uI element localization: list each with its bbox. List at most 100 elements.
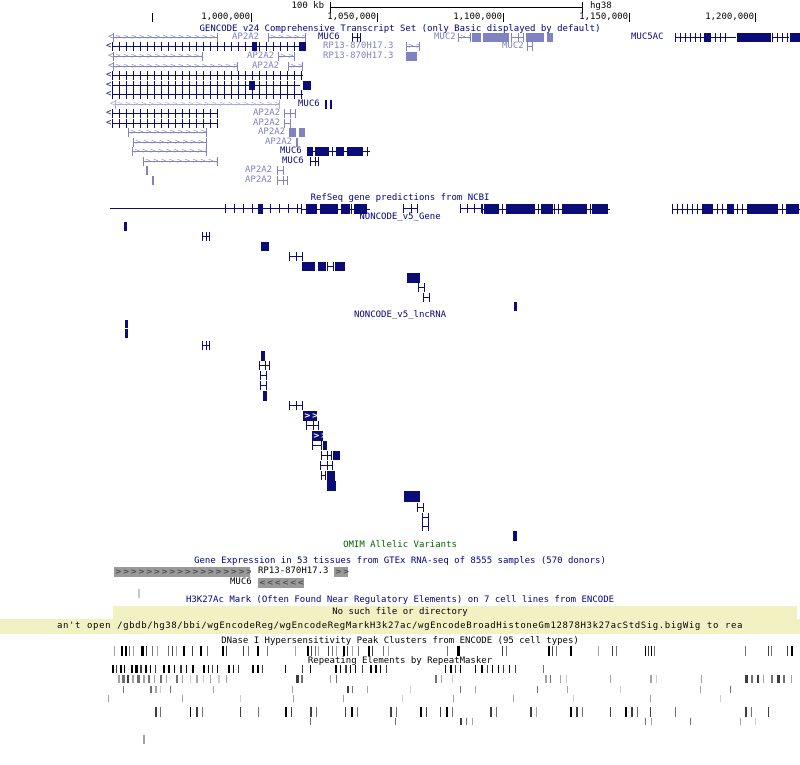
repeat-element[interactable]: [460, 718, 462, 725]
repeat-element[interactable]: [357, 707, 358, 717]
gene-label[interactable]: AP2A2: [245, 165, 273, 175]
exon-box[interactable]: [786, 204, 799, 214]
transcript[interactable]: [675, 33, 727, 42]
gene-bracket[interactable]: [423, 293, 430, 302]
repeat-element[interactable]: [190, 675, 191, 683]
repeat-element[interactable]: [700, 686, 701, 693]
repeat-element[interactable]: [650, 707, 651, 717]
repeat-element[interactable]: [481, 665, 483, 673]
dnase-peak[interactable]: [157, 646, 158, 656]
repeat-element[interactable]: [386, 665, 387, 673]
exon-box[interactable]: [323, 441, 327, 450]
dnase-peak[interactable]: [172, 646, 173, 656]
repeat-element[interactable]: [435, 675, 437, 683]
repeat-element[interactable]: [118, 675, 120, 683]
gene-label[interactable]: AP2A2: [253, 118, 281, 128]
exon-box[interactable]: [333, 451, 340, 460]
repeat-element[interactable]: [791, 675, 792, 683]
repeat-element[interactable]: [345, 707, 346, 717]
repeat-element[interactable]: [292, 686, 293, 693]
exon-box[interactable]: [342, 204, 350, 214]
dnase-peak[interactable]: [447, 646, 448, 656]
repeat-element[interactable]: [116, 665, 117, 673]
transcript-arrows[interactable]: >>>: [406, 42, 420, 51]
exon-box[interactable]: [261, 242, 269, 251]
dnase-peak[interactable]: [506, 646, 507, 656]
dnase-peak[interactable]: [328, 646, 329, 656]
gene-bracket[interactable]: [312, 441, 322, 450]
dnase-peak[interactable]: [318, 646, 319, 656]
repeat-element[interactable]: [150, 686, 152, 693]
repeat-element[interactable]: [347, 686, 349, 693]
track-title-h3k27ac[interactable]: H3K27Ac Mark (Often Found Near Regulator…: [185, 595, 615, 605]
repeat-element[interactable]: [203, 665, 205, 673]
track-title-dnase[interactable]: DNase I Hypersensitivity Peak Clusters f…: [221, 636, 579, 646]
exon-box[interactable]: [302, 262, 315, 271]
repeat-element[interactable]: [610, 707, 611, 717]
repeat-element[interactable]: [452, 707, 453, 717]
gene-bracket[interactable]: [418, 283, 425, 292]
exon-box[interactable]: [307, 204, 316, 214]
repeat-element[interactable]: [426, 707, 427, 717]
transcript[interactable]: <: [106, 108, 218, 118]
transcript-arrows[interactable]: >>>>>>>>>>>>>>>>: [128, 128, 207, 137]
repeat-element[interactable]: [576, 707, 578, 717]
repeat-element[interactable]: [496, 707, 497, 717]
transcript[interactable]: [772, 33, 789, 42]
repeat-element[interactable]: [131, 665, 133, 673]
gene-label[interactable]: MUC6: [318, 32, 340, 42]
repeat-element[interactable]: [166, 675, 167, 683]
gene-label[interactable]: RP13-870H17.3: [323, 51, 394, 61]
repeat-element[interactable]: [450, 665, 452, 673]
exon-box[interactable]: [790, 33, 800, 42]
gene-bracket[interactable]: [284, 119, 291, 128]
gene-bracket[interactable]: [511, 33, 524, 42]
repeat-element[interactable]: [154, 675, 155, 683]
dnase-peak[interactable]: [645, 646, 646, 656]
repeat-element[interactable]: [445, 665, 446, 673]
gene-line[interactable]: [110, 204, 225, 213]
repeat-element[interactable]: [296, 675, 299, 683]
gene-label[interactable]: AP2A2: [252, 61, 280, 71]
repeat-element[interactable]: [536, 707, 537, 717]
transcript[interactable]: <: [106, 70, 303, 80]
gene-label[interactable]: AP2A2: [232, 32, 260, 42]
repeat-element[interactable]: [196, 707, 198, 717]
dnase-peak[interactable]: [248, 646, 249, 656]
repeat-element[interactable]: [196, 675, 198, 683]
exon-box[interactable]: [514, 302, 517, 311]
dnase-peak[interactable]: [651, 646, 652, 656]
repeat-element[interactable]: [570, 707, 572, 717]
repeat-element[interactable]: [783, 675, 785, 683]
gene-bracket[interactable]: [321, 451, 332, 460]
dnase-peak[interactable]: [745, 646, 746, 656]
repeat-element[interactable]: [137, 675, 140, 683]
repeat-element[interactable]: [498, 665, 499, 673]
gene-label[interactable]: AP2A2: [253, 108, 281, 118]
gene-bracket[interactable]: [260, 381, 267, 390]
dnase-peak[interactable]: [791, 646, 793, 656]
repeat-element[interactable]: [675, 707, 676, 717]
exon-box[interactable]: [336, 147, 344, 156]
dnase-peak[interactable]: [598, 646, 599, 656]
repeat-element[interactable]: [293, 695, 294, 702]
repeat-element[interactable]: [340, 665, 341, 673]
repeat-element[interactable]: [252, 665, 254, 673]
exon-box[interactable]: [748, 204, 778, 214]
repeat-element[interactable]: [402, 695, 403, 702]
repeat-element[interactable]: [124, 665, 125, 673]
exon-box[interactable]: [325, 100, 327, 109]
gene-bracket[interactable]: [422, 513, 429, 522]
repeat-element[interactable]: [316, 707, 317, 717]
repeat-element[interactable]: [335, 665, 337, 673]
gene-bracket[interactable]: [284, 109, 296, 118]
repeat-element[interactable]: [567, 686, 568, 693]
dnase-peak[interactable]: [121, 646, 123, 656]
repeat-element[interactable]: [453, 695, 454, 702]
dnase-peak[interactable]: [332, 646, 333, 656]
repeat-element[interactable]: [380, 665, 381, 673]
repeat-element[interactable]: [631, 707, 633, 717]
exon-box[interactable]: [484, 204, 499, 214]
dnase-peak[interactable]: [183, 646, 185, 656]
repeat-element[interactable]: [745, 675, 748, 683]
